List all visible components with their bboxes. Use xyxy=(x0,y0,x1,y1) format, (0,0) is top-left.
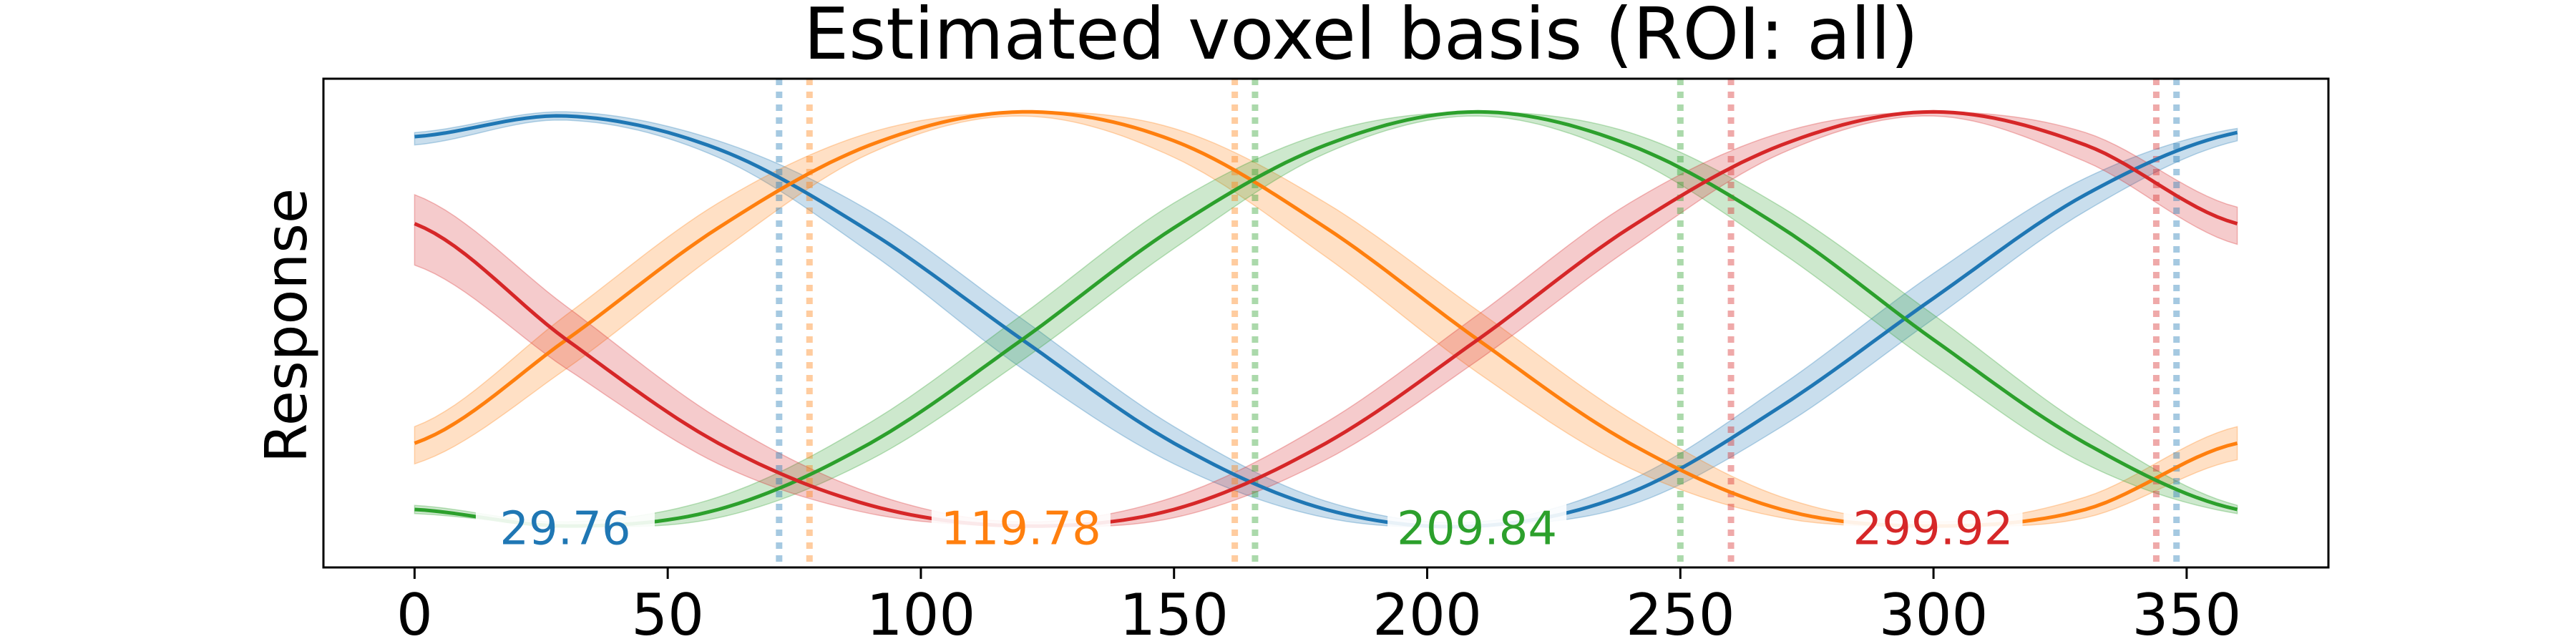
confidence-band-1 xyxy=(414,111,2238,528)
peak-label-box-4 xyxy=(1843,502,2023,562)
peak-label-box-3 xyxy=(1387,502,1567,562)
plot-area: 29.76 119.78 209.84 299.92 xyxy=(414,79,2238,567)
confidence-band-2 xyxy=(414,111,2238,527)
x-axis: 0 50 100 150 200 250 300 350 xyxy=(396,567,2241,644)
basis-curve-2 xyxy=(414,109,2238,528)
basis-curve-4 xyxy=(414,109,2238,528)
confidence-band-4 xyxy=(414,111,2238,527)
peak-label-box-2 xyxy=(931,502,1111,562)
peak-label-2: 119.78 xyxy=(941,503,1101,556)
axes-frame xyxy=(322,77,2330,569)
peak-label-3: 209.84 xyxy=(1397,503,1557,556)
x-tick-label: 200 xyxy=(1372,582,1482,644)
basis-curve-1 xyxy=(414,114,2238,529)
x-tick-label: 350 xyxy=(2132,582,2242,644)
peak-label-1: 29.76 xyxy=(499,503,630,556)
y-axis-label: Response xyxy=(253,188,320,463)
x-tick-label: 150 xyxy=(1119,582,1229,644)
basis-curve-3 xyxy=(414,109,2238,528)
peak-label-4: 299.92 xyxy=(1853,503,2014,556)
chart-title: Estimated voxel basis (ROI: all) xyxy=(804,0,1918,76)
x-tick-label: 300 xyxy=(1879,582,1989,644)
x-tick-label: 100 xyxy=(867,582,976,644)
peak-label-box-1 xyxy=(475,502,655,562)
x-tick-label: 0 xyxy=(396,582,433,644)
x-tick-label: 250 xyxy=(1626,582,1735,644)
confidence-band-3 xyxy=(414,111,2238,527)
x-tick-label: 50 xyxy=(631,582,704,644)
